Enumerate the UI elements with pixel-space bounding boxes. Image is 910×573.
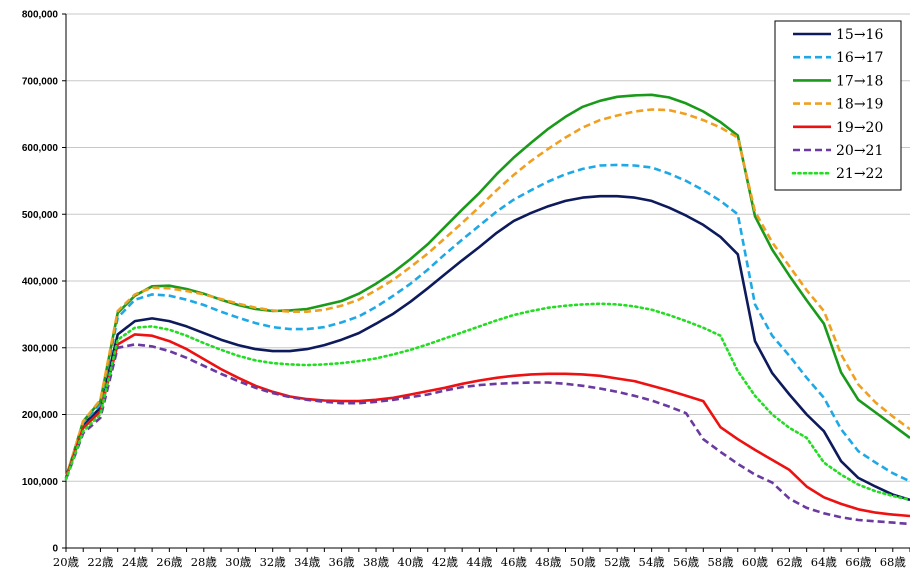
legend-box: [774, 20, 902, 191]
x-tick-label: 54歳: [639, 555, 666, 569]
x-tick-label: 68歳: [880, 555, 907, 569]
legend-label-2: 16→17: [836, 50, 883, 66]
x-tick-label: 30歳: [225, 555, 252, 569]
x-tick-label: 26歳: [156, 555, 183, 569]
x-tick-label: 56歳: [673, 555, 700, 569]
y-tick-label: 700,000: [22, 76, 59, 87]
x-axis-ticks: 20歳 22歳 24歳 26歳 28歳 30歳 32歳 34歳 36歳 38歳 40歳 42歳 44歳 4…: [53, 548, 910, 569]
series-line-6: [64, 343, 910, 526]
x-tick-label: 58歳: [707, 555, 734, 569]
legend-label-6: 20→21: [836, 143, 883, 159]
x-tick-label: 48歳: [535, 555, 562, 569]
legend-label-7: 21→22: [836, 166, 883, 182]
x-tick-label: 52歳: [604, 555, 631, 569]
y-tick-label: 200,000: [22, 410, 59, 421]
x-tick-label: 64歳: [811, 555, 838, 569]
y-tick-label: 100,000: [22, 477, 59, 488]
x-tick-label: 60歳: [742, 555, 769, 569]
series-line-3: [64, 93, 910, 479]
y-tick-label: 300,000: [22, 343, 59, 354]
x-tick-label: 46歳: [501, 555, 528, 569]
x-tick-label: 32歳: [260, 555, 287, 569]
x-tick-label: 38歳: [363, 555, 390, 569]
y-tick-label: 0: [52, 544, 58, 555]
legend: 15→16 16→17 17→18 18→19 19→20 20→21 21→22: [774, 20, 902, 191]
x-tick-label: 36歳: [329, 555, 356, 569]
x-tick-label: 42歳: [432, 555, 459, 569]
series-line-7: [64, 302, 910, 502]
x-tick-label: 22歳: [87, 555, 114, 569]
x-tick-label: 20歳: [53, 555, 80, 569]
y-tick-label: 800,000: [22, 10, 59, 21]
x-tick-label: 34歳: [294, 555, 321, 569]
legend-label-3: 17→18: [836, 73, 883, 89]
legend-label-1: 15→16: [836, 27, 883, 43]
x-tick-label: 62歳: [776, 555, 803, 569]
x-tick-label: 44歳: [466, 555, 493, 569]
x-tick-label: 50歳: [570, 555, 597, 569]
series-lines: [64, 93, 910, 526]
y-tick-label: 600,000: [22, 143, 59, 154]
x-tick-label: 66歳: [845, 555, 872, 569]
series-line-5: [64, 333, 910, 518]
legend-label-5: 19→20: [836, 120, 883, 136]
x-tick-label: 28歳: [191, 555, 218, 569]
legend-label-4: 18→19: [836, 97, 883, 113]
y-axis-ticks: 0 100,000 200,000 300,000 400,000 500,000 600,…: [22, 10, 66, 555]
series-line-4: [64, 108, 910, 479]
series-line-2: [64, 163, 910, 483]
y-tick-label: 400,000: [22, 277, 59, 288]
x-tick-label: 24歳: [122, 555, 149, 569]
grid-lines: [66, 13, 910, 482]
y-tick-label: 500,000: [22, 210, 59, 221]
series-line-1: [64, 194, 910, 502]
axes: [65, 14, 910, 549]
x-tick-label: 40歳: [397, 555, 424, 569]
